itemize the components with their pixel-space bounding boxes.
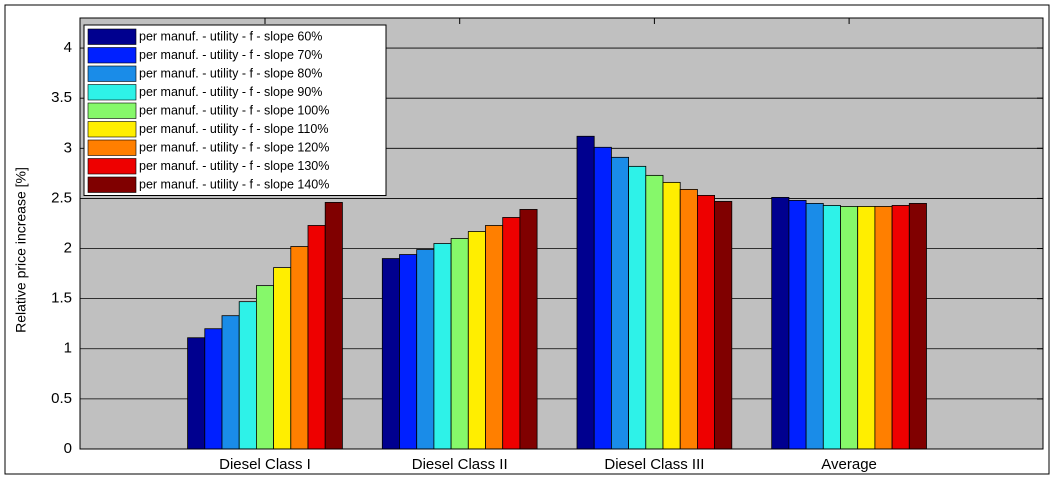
y-tick-label: 3 [64,139,72,156]
bar [805,203,824,450]
bar [485,225,504,450]
bar [204,328,223,450]
bar [857,206,876,450]
x-tick-label: Diesel Class II [412,456,508,473]
bar [611,156,630,450]
bar [788,200,807,450]
y-axis-label: Relative price increase [%] [13,167,29,333]
bar [307,225,326,450]
bar [416,249,435,450]
legend-swatch [87,102,137,119]
y-tick-label: 1.5 [51,290,72,307]
bar [255,285,274,450]
bar [908,203,927,450]
legend: per manuf. - utility - f - slope 60% per … [83,24,387,196]
x-tick-label: Diesel Class III [604,456,704,473]
bar [290,246,309,450]
legend-swatch [87,47,137,64]
legend-label: per manuf. - utility - f - slope 140% [139,178,329,192]
bar [593,146,612,450]
legend-swatch [87,121,137,138]
bar [502,217,521,450]
y-tick-label: 2.5 [51,189,72,206]
bar [238,301,257,450]
bar [891,205,910,450]
legend-swatch [87,139,137,156]
legend-label: per manuf. - utility - f - slope 90% [139,85,322,99]
bar [187,337,206,450]
bar [273,267,292,450]
bar [467,231,486,450]
legend-label: per manuf. - utility - f - slope 130% [139,159,329,173]
bar [874,206,893,450]
bar [221,315,240,450]
bar [433,243,452,450]
legend-label: per manuf. - utility - f - slope 100% [139,104,329,118]
x-tick-label: Diesel Class I [219,456,311,473]
plot-border [79,17,1044,450]
legend-label: per manuf. - utility - f - slope 110% [139,122,328,136]
bar [450,238,469,450]
bar [399,254,418,450]
bar [679,188,698,450]
y-tick-label: 3.5 [51,89,72,106]
legend-label: per manuf. - utility - f - slope 80% [139,67,322,81]
bar [645,174,664,450]
bar [714,201,733,450]
legend-label: per manuf. - utility - f - slope 120% [139,141,329,155]
legend-label: per manuf. - utility - f - slope 60% [139,30,322,44]
bar [771,197,790,450]
bar [381,258,400,450]
bar [697,195,716,450]
legend-swatch [87,176,137,193]
bar [840,206,859,450]
x-tick-label: Average [821,456,877,473]
bar [628,165,647,450]
legend-swatch [87,84,137,101]
bar [822,205,841,450]
y-tick-label: 0 [64,440,72,457]
bar [324,202,343,450]
legend-swatch [87,28,137,45]
y-tick-label: 0.5 [51,390,72,407]
y-tick-label: 1 [64,340,72,357]
bar [662,181,681,450]
legend-swatch [87,65,137,82]
legend-swatch [87,158,137,175]
legend-label: per manuf. - utility - f - slope 70% [139,48,322,62]
bar [576,135,595,450]
y-tick-label: 4 [64,39,72,56]
bar [519,209,538,450]
y-tick-label: 2 [64,240,72,257]
